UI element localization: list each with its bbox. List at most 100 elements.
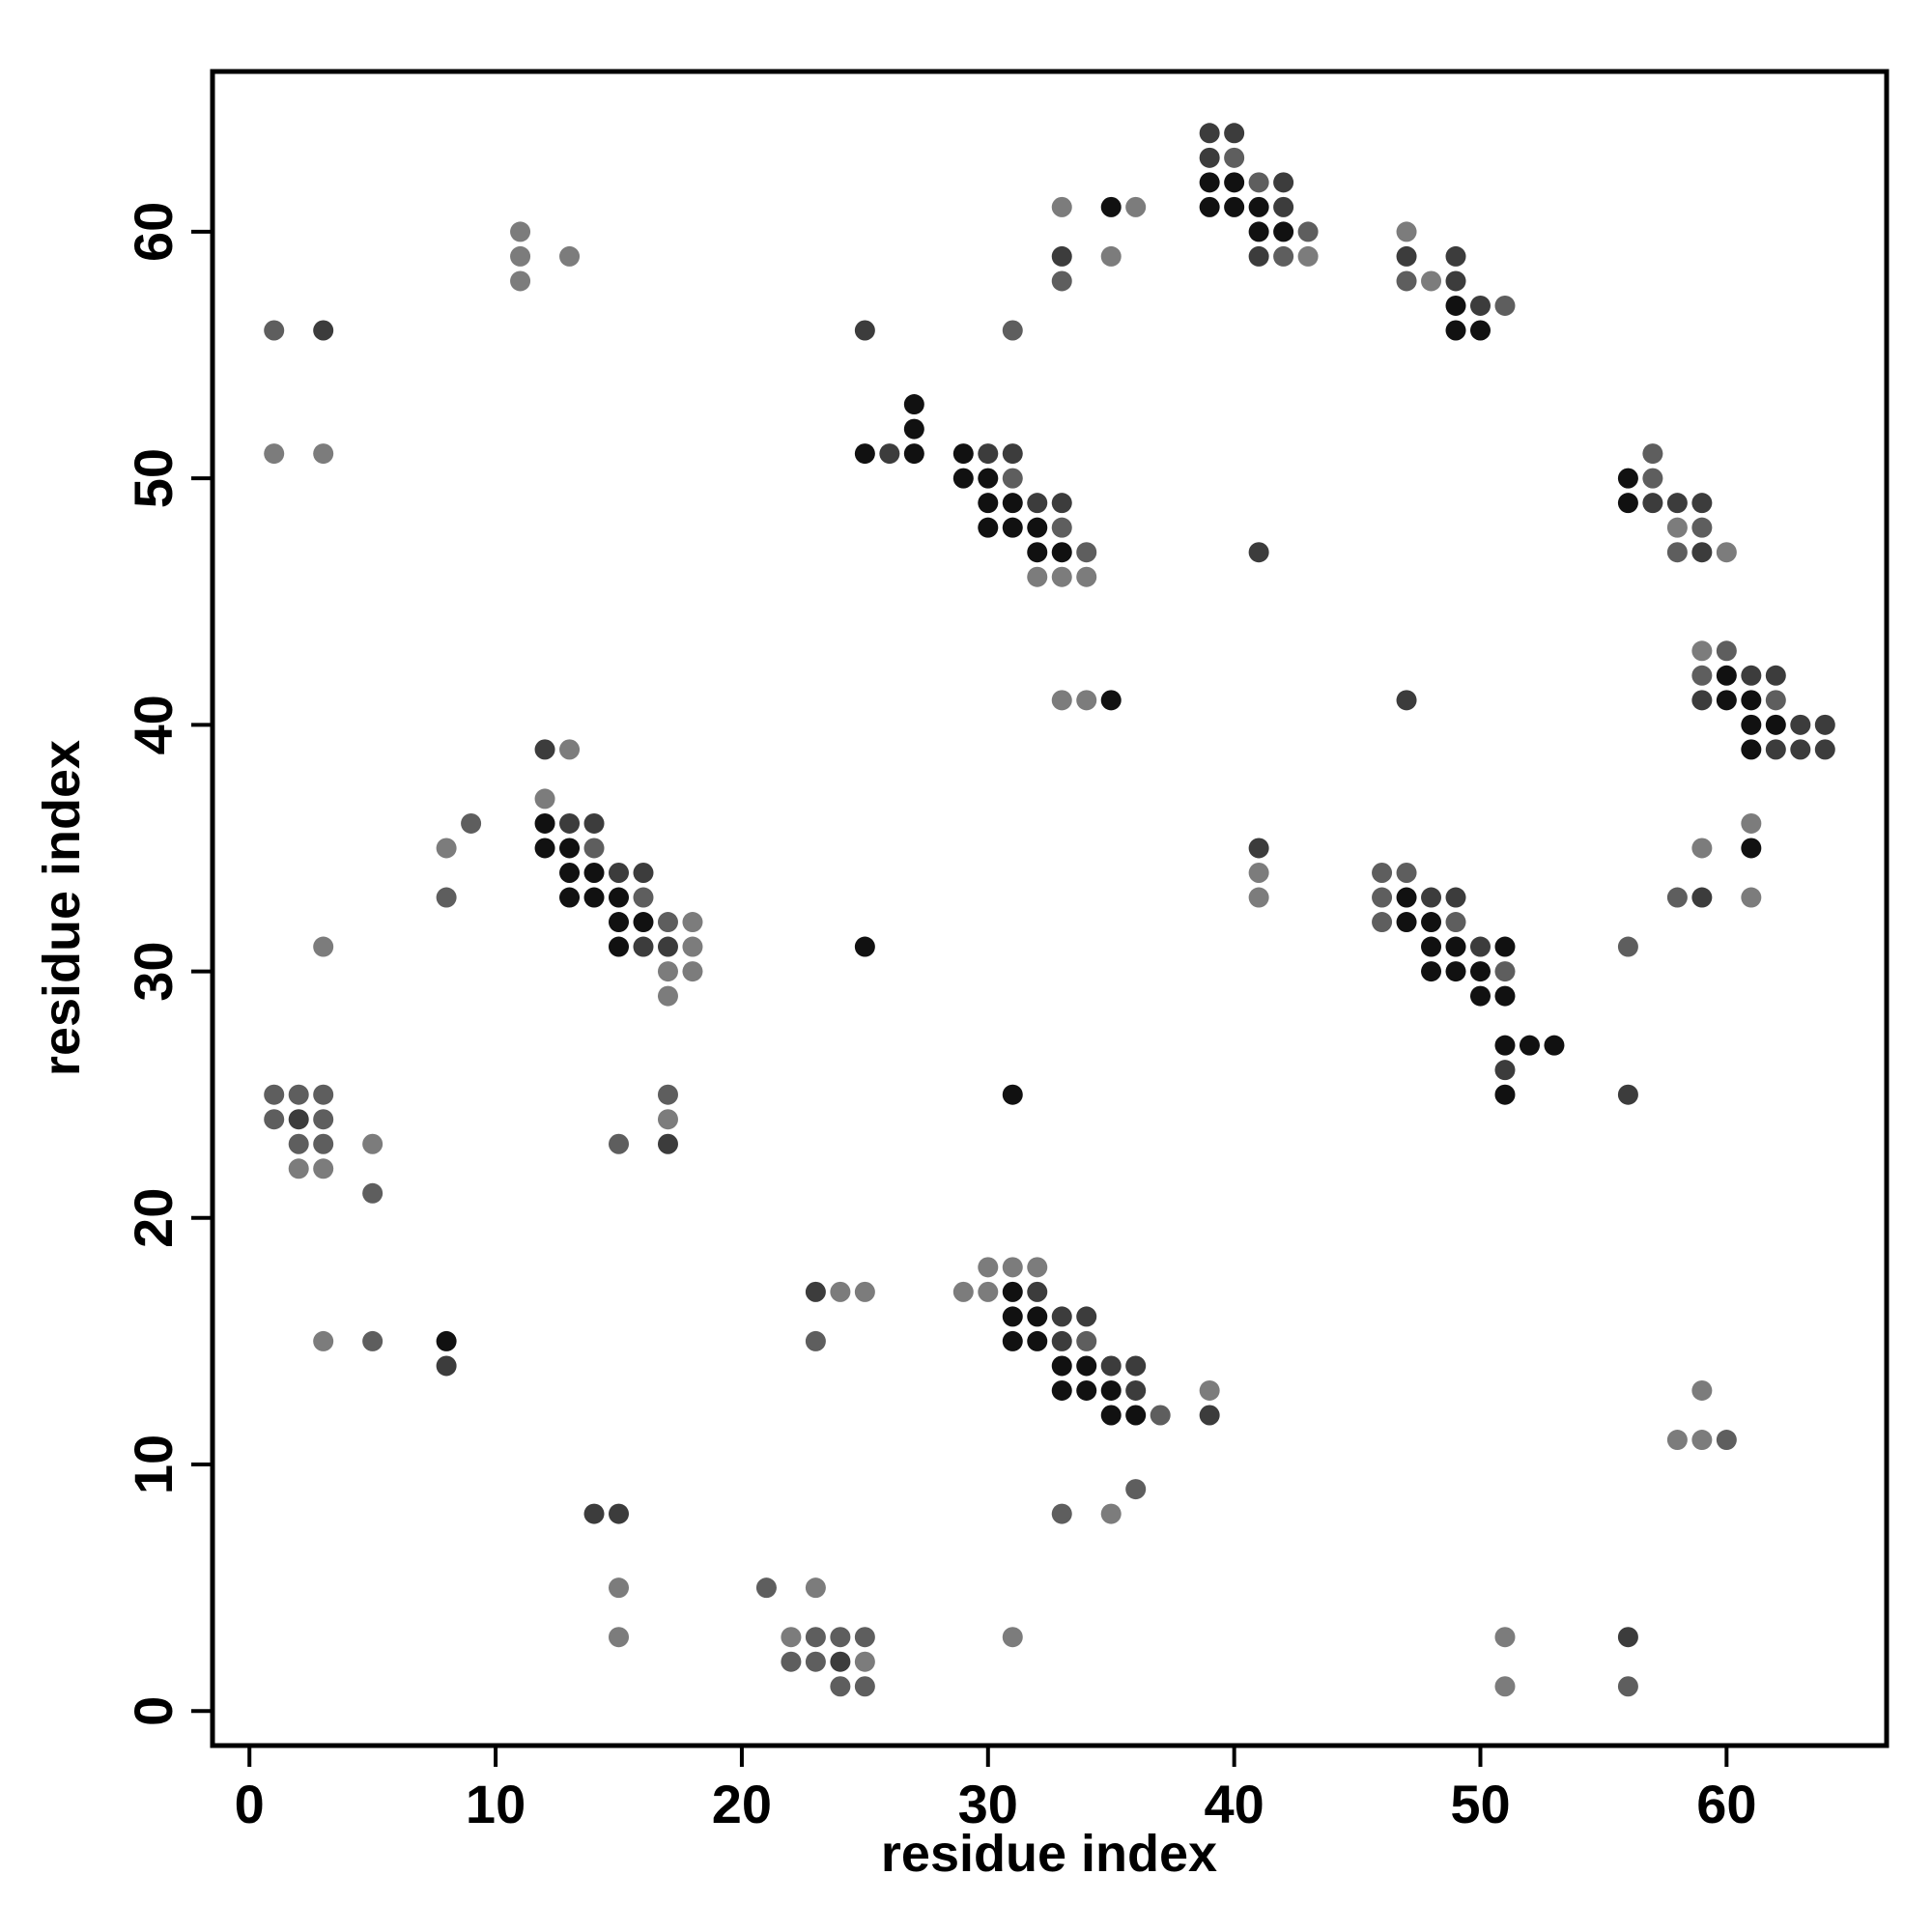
point — [781, 1627, 802, 1648]
point — [609, 1133, 630, 1154]
point — [1469, 936, 1491, 957]
point — [952, 468, 974, 489]
x-tick-label: 50 — [1450, 1774, 1510, 1834]
point — [805, 1627, 826, 1648]
point — [1002, 320, 1023, 341]
point — [1273, 221, 1294, 242]
point — [1814, 714, 1835, 735]
point — [978, 443, 999, 465]
point — [1666, 542, 1688, 563]
point — [1125, 1379, 1147, 1401]
point — [1100, 1405, 1122, 1426]
point — [436, 1330, 457, 1351]
point — [978, 1257, 999, 1278]
point — [1421, 912, 1442, 933]
point — [1494, 1627, 1516, 1648]
point — [1199, 123, 1220, 144]
point — [805, 1651, 826, 1672]
point — [1027, 1281, 1048, 1302]
point — [854, 1281, 875, 1302]
y-tick-label: 50 — [123, 448, 184, 508]
y-tick-label: 40 — [123, 695, 184, 754]
point — [436, 887, 457, 908]
point — [1741, 739, 1762, 760]
point — [1445, 295, 1466, 316]
point — [313, 443, 334, 465]
point — [1396, 221, 1417, 242]
y-tick-label: 60 — [123, 202, 184, 262]
point — [1617, 493, 1638, 514]
point — [657, 961, 678, 982]
y-axis-label: residue index — [33, 740, 91, 1076]
point — [264, 443, 285, 465]
point — [1051, 542, 1072, 563]
point — [1494, 961, 1516, 982]
point — [1642, 493, 1663, 514]
point — [1469, 961, 1491, 982]
point — [1002, 1330, 1023, 1351]
point — [1494, 1084, 1516, 1105]
point — [1666, 493, 1688, 514]
point — [1716, 542, 1737, 563]
x-tick-label: 40 — [1204, 1774, 1264, 1834]
point — [1224, 123, 1245, 144]
point — [1396, 862, 1417, 883]
point — [657, 1084, 678, 1105]
point — [1199, 1379, 1220, 1401]
point — [1051, 1379, 1072, 1401]
point — [313, 1158, 334, 1179]
point — [1396, 270, 1417, 292]
point — [1076, 1355, 1097, 1377]
point — [903, 394, 924, 415]
point — [1790, 739, 1811, 760]
point — [436, 1355, 457, 1377]
point — [1051, 245, 1072, 267]
point — [1100, 1503, 1122, 1524]
point — [805, 1330, 826, 1351]
point — [1421, 887, 1442, 908]
point — [1642, 468, 1663, 489]
point — [805, 1577, 826, 1599]
point — [559, 812, 581, 834]
point — [461, 812, 482, 834]
point — [854, 936, 875, 957]
point — [583, 838, 605, 859]
point — [583, 812, 605, 834]
point — [583, 887, 605, 908]
point — [978, 1281, 999, 1302]
point — [1224, 147, 1245, 168]
point — [1741, 887, 1762, 908]
point — [978, 517, 999, 538]
point — [1273, 172, 1294, 193]
point — [903, 443, 924, 465]
point — [1076, 1330, 1097, 1351]
point — [1445, 320, 1466, 341]
point — [1051, 270, 1072, 292]
point — [1199, 196, 1220, 217]
point — [657, 1109, 678, 1130]
x-tick-label: 20 — [712, 1774, 772, 1834]
point — [609, 1577, 630, 1599]
point — [1100, 690, 1122, 711]
point — [633, 862, 654, 883]
point — [559, 245, 581, 267]
point — [1666, 1430, 1688, 1451]
point — [1469, 985, 1491, 1007]
point — [1765, 690, 1786, 711]
point — [1076, 566, 1097, 587]
point — [1691, 838, 1713, 859]
point — [1248, 196, 1269, 217]
point — [1445, 936, 1466, 957]
point — [978, 468, 999, 489]
point — [1372, 912, 1393, 933]
point — [1248, 172, 1269, 193]
point — [1100, 196, 1122, 217]
point — [1027, 1306, 1048, 1327]
point — [1273, 196, 1294, 217]
point — [1445, 912, 1466, 933]
point — [1716, 690, 1737, 711]
point — [755, 1577, 777, 1599]
point — [1248, 862, 1269, 883]
point — [1691, 493, 1713, 514]
point — [1396, 245, 1417, 267]
